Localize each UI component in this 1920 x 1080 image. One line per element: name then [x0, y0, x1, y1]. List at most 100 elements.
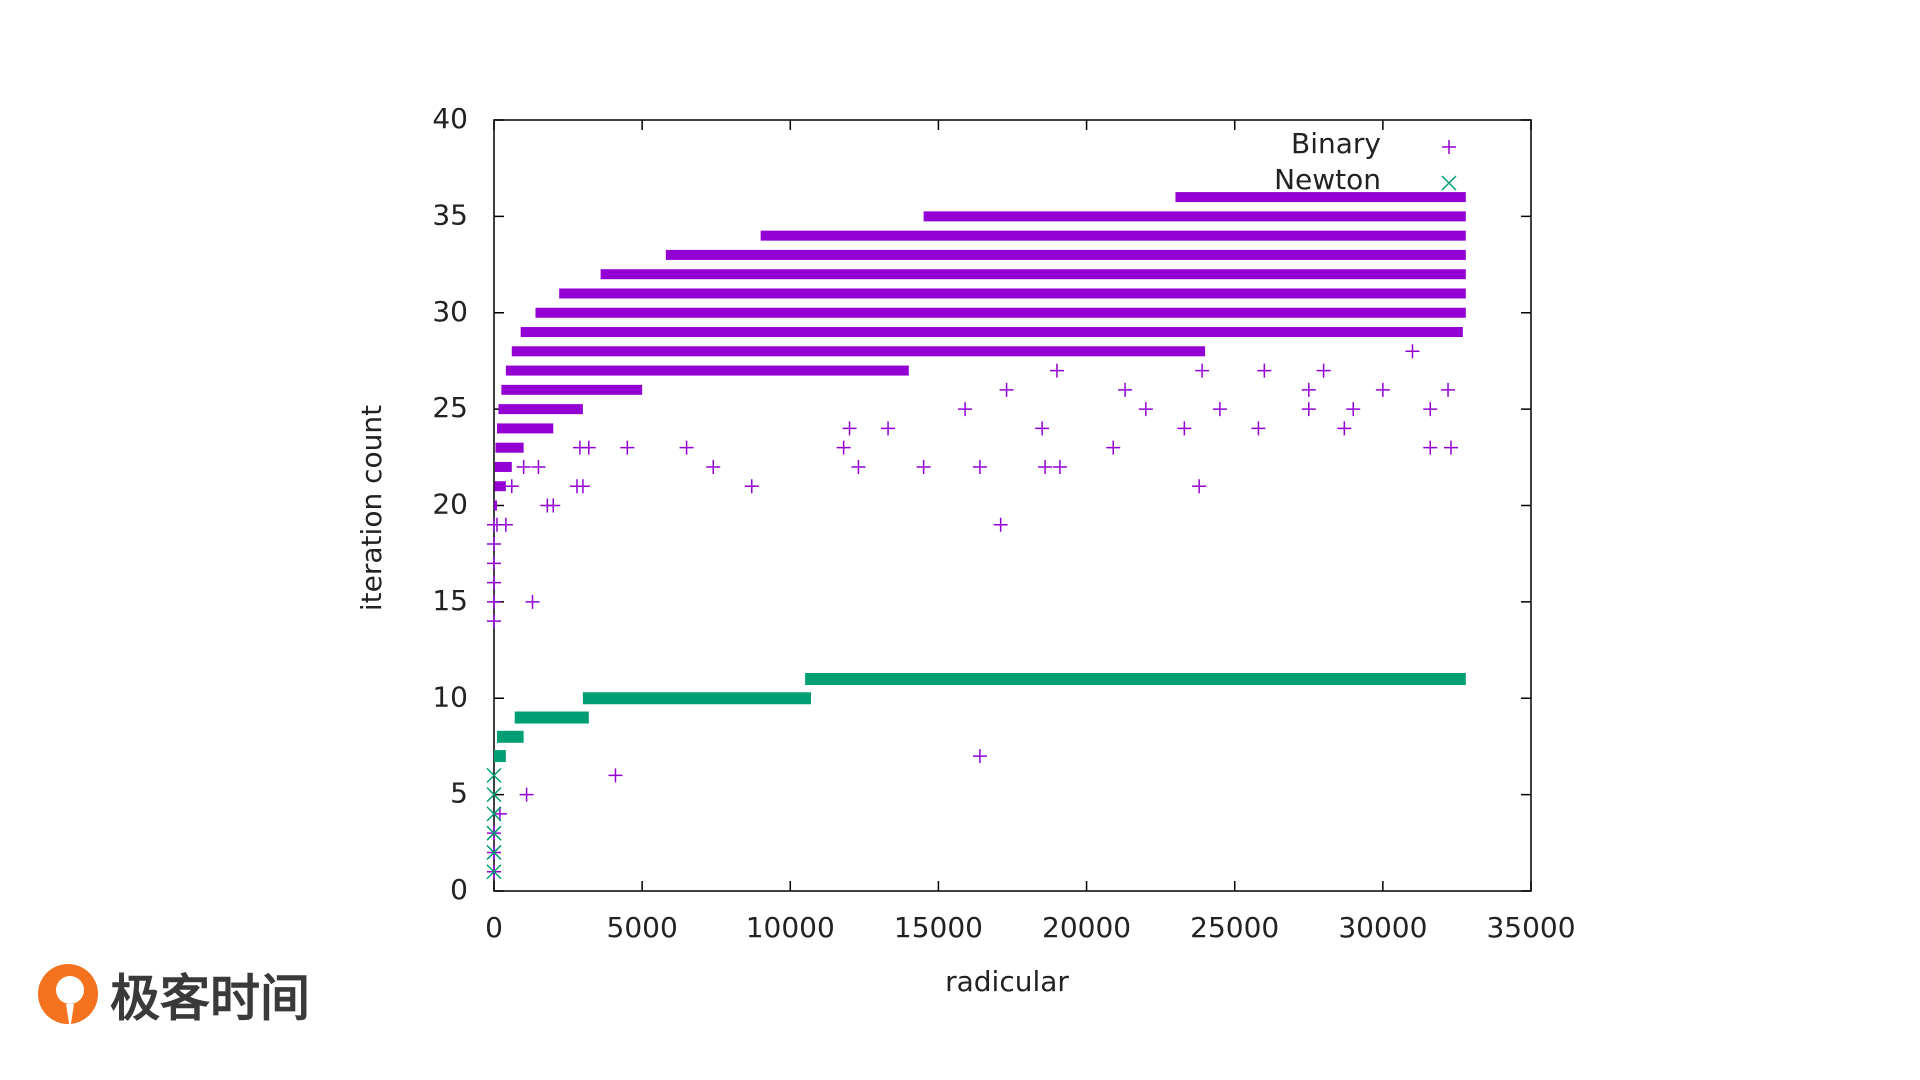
point	[999, 382, 1014, 397]
point	[881, 421, 896, 436]
point	[1423, 440, 1438, 455]
y-tick-label: 35	[432, 198, 468, 231]
point	[531, 459, 546, 474]
point	[1035, 421, 1050, 436]
y-tick-label: 20	[432, 488, 468, 521]
point	[1052, 459, 1067, 474]
point	[972, 459, 987, 474]
point	[546, 498, 561, 513]
x-tick-label: 25000	[1190, 911, 1279, 944]
point	[487, 575, 501, 590]
point	[1192, 479, 1207, 494]
point	[487, 594, 501, 609]
point-band	[511, 346, 1206, 357]
point	[504, 479, 519, 494]
point	[1038, 459, 1053, 474]
point	[487, 537, 501, 552]
point-band	[494, 461, 512, 472]
point	[487, 614, 501, 629]
legend-label: Binary	[1291, 127, 1381, 160]
point	[1138, 402, 1153, 417]
y-axis-label: iteration count	[355, 405, 388, 611]
point-band	[494, 500, 497, 511]
point	[842, 421, 857, 436]
point-band	[498, 404, 583, 415]
point	[958, 402, 973, 417]
point-band	[496, 730, 524, 743]
logo-text: 极客时间	[110, 970, 310, 1028]
point	[851, 459, 866, 474]
point	[1444, 440, 1458, 455]
x-tick-label: 15000	[894, 911, 983, 944]
logo-icon-hole	[56, 976, 84, 1004]
point-band	[495, 442, 524, 453]
y-tick-label: 40	[432, 102, 468, 135]
point-band	[496, 423, 554, 434]
x-tick-label: 35000	[1486, 911, 1575, 944]
point	[581, 440, 596, 455]
x-tick-label: 5000	[607, 911, 678, 944]
series-1	[494, 672, 1466, 763]
x-tick-label: 10000	[746, 911, 835, 944]
point	[972, 749, 987, 764]
point	[487, 556, 501, 571]
point-band	[600, 269, 1466, 280]
logo-icon-tail	[66, 1004, 74, 1030]
y-tick-label: 5	[450, 777, 468, 810]
point-band	[665, 249, 1466, 260]
point	[492, 806, 507, 821]
point	[1346, 402, 1361, 417]
point	[1118, 382, 1133, 397]
point	[525, 594, 540, 609]
point	[486, 806, 502, 822]
point	[620, 440, 635, 455]
y-tick-label: 25	[432, 391, 468, 424]
point	[1423, 402, 1438, 417]
x-tick-label: 0	[485, 911, 503, 944]
point	[679, 440, 694, 455]
point	[608, 768, 623, 783]
point	[486, 825, 502, 841]
point	[486, 864, 502, 880]
point	[1301, 402, 1316, 417]
point-band	[494, 750, 506, 763]
x-tick-label: 20000	[1042, 911, 1131, 944]
point	[744, 479, 759, 494]
point	[993, 517, 1008, 532]
point-band	[1175, 192, 1466, 203]
point	[1405, 344, 1420, 359]
point	[1212, 402, 1227, 417]
point-band	[923, 211, 1466, 222]
point	[486, 767, 502, 783]
point	[1195, 363, 1210, 378]
point	[516, 459, 531, 474]
point	[836, 440, 851, 455]
point	[1337, 421, 1352, 436]
point-band	[559, 288, 1466, 299]
point	[486, 787, 502, 803]
point	[575, 479, 590, 494]
legend-marker	[1441, 175, 1457, 191]
point-band	[760, 230, 1466, 241]
point	[1251, 421, 1266, 436]
point	[1441, 382, 1456, 397]
point	[486, 844, 502, 860]
point-band	[494, 481, 506, 492]
point	[498, 517, 513, 532]
point-band	[520, 327, 1463, 338]
point-band	[582, 692, 812, 705]
y-tick-label: 30	[432, 295, 468, 328]
x-axis-label: radicular	[945, 965, 1069, 998]
point	[1257, 363, 1272, 378]
point-band	[805, 672, 1466, 685]
point	[1106, 440, 1121, 455]
legend-marker	[1442, 140, 1456, 154]
y-tick-label: 0	[450, 873, 468, 906]
point-band	[514, 711, 589, 724]
point-band	[501, 384, 643, 395]
point	[1301, 382, 1316, 397]
logo: 极客时间	[38, 964, 310, 1030]
point-band	[535, 307, 1466, 318]
